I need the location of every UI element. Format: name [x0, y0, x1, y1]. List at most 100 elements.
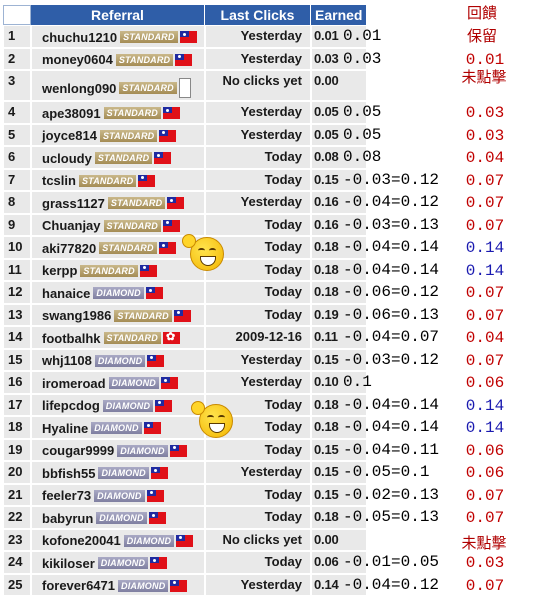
membership-badge: STANDARD — [119, 82, 177, 94]
membership-badge: DIAMOND — [96, 512, 147, 524]
referral-username[interactable]: joyce814 — [42, 128, 97, 143]
label-no-clicks-row23: 未點擊 — [461, 534, 507, 552]
last-clicks-cell: Yesterday — [205, 123, 311, 146]
referral-cell: ucloudy STANDARD — [31, 146, 205, 169]
referral-cell: grass1127 STANDARD — [31, 191, 205, 214]
smiley-emoticon — [182, 234, 224, 271]
referral-username[interactable]: wenlong090 — [42, 80, 117, 96]
rebate-annotation: 0.14 — [465, 239, 505, 258]
header-num — [3, 5, 31, 25]
table-row: 8 grass1127 STANDARD Yesterday 0.16 — [3, 191, 367, 214]
table-row: 1 chuchu1210 STANDARD Yesterday 0.01 — [3, 25, 367, 48]
rebate-annotation: 0.04 — [465, 329, 505, 348]
header-earned[interactable]: Earned — [311, 5, 367, 25]
table-row: 5 joyce814 STANDARD Yesterday 0.05 — [3, 123, 367, 146]
referral-username[interactable]: money0604 — [42, 52, 113, 67]
referral-username[interactable]: kofone20041 — [42, 533, 121, 548]
membership-badge: DIAMOND — [98, 467, 149, 479]
last-clicks-cell: Today — [205, 303, 311, 326]
calc-annotation: -0.04=0.14 — [343, 238, 440, 257]
earned-cell: 0.15 — [311, 461, 367, 484]
taiwan-flag-icon — [167, 197, 185, 209]
taiwan-flag-icon — [160, 377, 178, 389]
table-row: 16 iromeroad DIAMOND Yesterday 0.10 — [3, 371, 367, 394]
rebate-annotation: 0.07 — [465, 486, 505, 505]
referral-username[interactable]: cougar9999 — [42, 443, 115, 458]
last-clicks-cell: Yesterday — [205, 47, 311, 70]
table-row: 23 kofone20041 DIAMOND No clicks yet 0.00 — [3, 528, 367, 551]
referral-username[interactable]: footbalhk — [42, 330, 101, 346]
last-clicks-cell: Yesterday — [205, 573, 311, 596]
checkbox-icon[interactable] — [178, 78, 191, 98]
taiwan-flag-icon — [173, 309, 191, 322]
hong-kong-flag-icon — [162, 330, 180, 344]
earned-cell: 0.18 — [311, 393, 367, 416]
referral-username[interactable]: whj1108 — [42, 353, 92, 368]
earned-cell: 0.18 — [311, 258, 367, 281]
referral-username[interactable]: ucloudy — [42, 150, 92, 166]
row-number: 24 — [3, 551, 31, 574]
referral-cell: footbalhk STANDARD — [31, 326, 205, 349]
taiwan-flag-icon — [155, 399, 173, 412]
membership-badge: STANDARD — [103, 107, 161, 119]
membership-badge: STANDARD — [114, 309, 172, 322]
row-number: 20 — [3, 461, 31, 484]
taiwan-flag-icon — [154, 152, 172, 164]
row-number: 15 — [3, 348, 31, 371]
row-number: 12 — [3, 281, 31, 304]
referral-username[interactable]: tcslin — [42, 173, 76, 188]
rebate-annotation: 0.01 — [465, 50, 505, 69]
last-clicks-cell: Yesterday — [205, 371, 311, 394]
referral-username[interactable]: bbfish55 — [42, 465, 96, 481]
rebate-annotation: 0.04 — [465, 149, 505, 168]
calc-annotation: -0.03=0.13 — [343, 215, 440, 234]
referral-username[interactable]: babyrun — [42, 510, 94, 526]
referral-cell: Hyaline DIAMOND — [31, 416, 205, 439]
table-row: 13 swang1986 STANDARD Today 0.19 — [3, 303, 367, 326]
taiwan-flag-icon — [179, 31, 197, 43]
referral-username[interactable]: kerpp — [42, 263, 78, 278]
referral-cell: kofone20041 DIAMOND — [31, 528, 205, 551]
referral-username[interactable]: ape38091 — [42, 105, 101, 121]
last-clicks-cell: Yesterday — [205, 191, 311, 214]
rebate-annotation: 0.06 — [465, 441, 505, 460]
membership-badge: STANDARD — [103, 332, 161, 344]
referral-username[interactable]: lifepcdog — [42, 398, 100, 413]
table-row: 18 Hyaline DIAMOND Today 0.18 — [3, 416, 367, 439]
referral-username[interactable]: Chuanjay — [42, 218, 101, 233]
referral-username[interactable]: swang1986 — [42, 308, 112, 323]
referral-cell: feeler73 DIAMOND — [31, 483, 205, 506]
row-number: 16 — [3, 371, 31, 394]
earned-cell: 0.16 — [311, 191, 367, 214]
referral-username[interactable]: chuchu1210 — [42, 29, 118, 45]
referral-username[interactable]: Hyaline — [42, 420, 89, 436]
referral-username[interactable]: feeler73 — [42, 488, 92, 503]
row-number: 8 — [3, 191, 31, 214]
last-clicks-cell: Today — [205, 213, 311, 236]
referral-username[interactable]: kikiloser — [42, 555, 95, 571]
row-number: 22 — [3, 506, 31, 529]
row-number: 7 — [3, 168, 31, 191]
table-row: 22 babyrun DIAMOND Today 0.18 — [3, 506, 367, 529]
rebate-annotation: 0.14 — [465, 419, 505, 438]
referral-cell: iromeroad DIAMOND — [31, 371, 205, 394]
referral-username[interactable]: forever6471 — [42, 578, 115, 593]
referral-username[interactable]: hanaice — [42, 285, 91, 301]
referral-cell: chuchu1210 STANDARD — [31, 25, 205, 48]
membership-badge: DIAMOND — [117, 444, 168, 457]
referral-username[interactable]: grass1127 — [42, 195, 105, 211]
referral-username[interactable]: aki77820 — [42, 240, 97, 256]
referral-cell: tcslin STANDARD — [31, 168, 205, 191]
membership-badge: DIAMOND — [102, 399, 154, 412]
referral-username[interactable]: iromeroad — [42, 375, 106, 391]
earned-cell: 0.00 — [311, 70, 367, 101]
taiwan-flag-icon — [158, 242, 176, 254]
header-last-clicks[interactable]: Last Clicks — [205, 5, 311, 25]
referral-cell: money0604 STANDARD — [31, 47, 205, 70]
referral-cell: kikiloser DIAMOND — [31, 551, 205, 574]
rebate-annotation: 0.07 — [465, 576, 505, 595]
row-number: 5 — [3, 123, 31, 146]
referral-cell: cougar9999 DIAMOND — [31, 438, 205, 461]
calc-annotation: -0.04=0.11 — [343, 440, 440, 459]
header-referral[interactable]: Referral — [31, 5, 205, 25]
